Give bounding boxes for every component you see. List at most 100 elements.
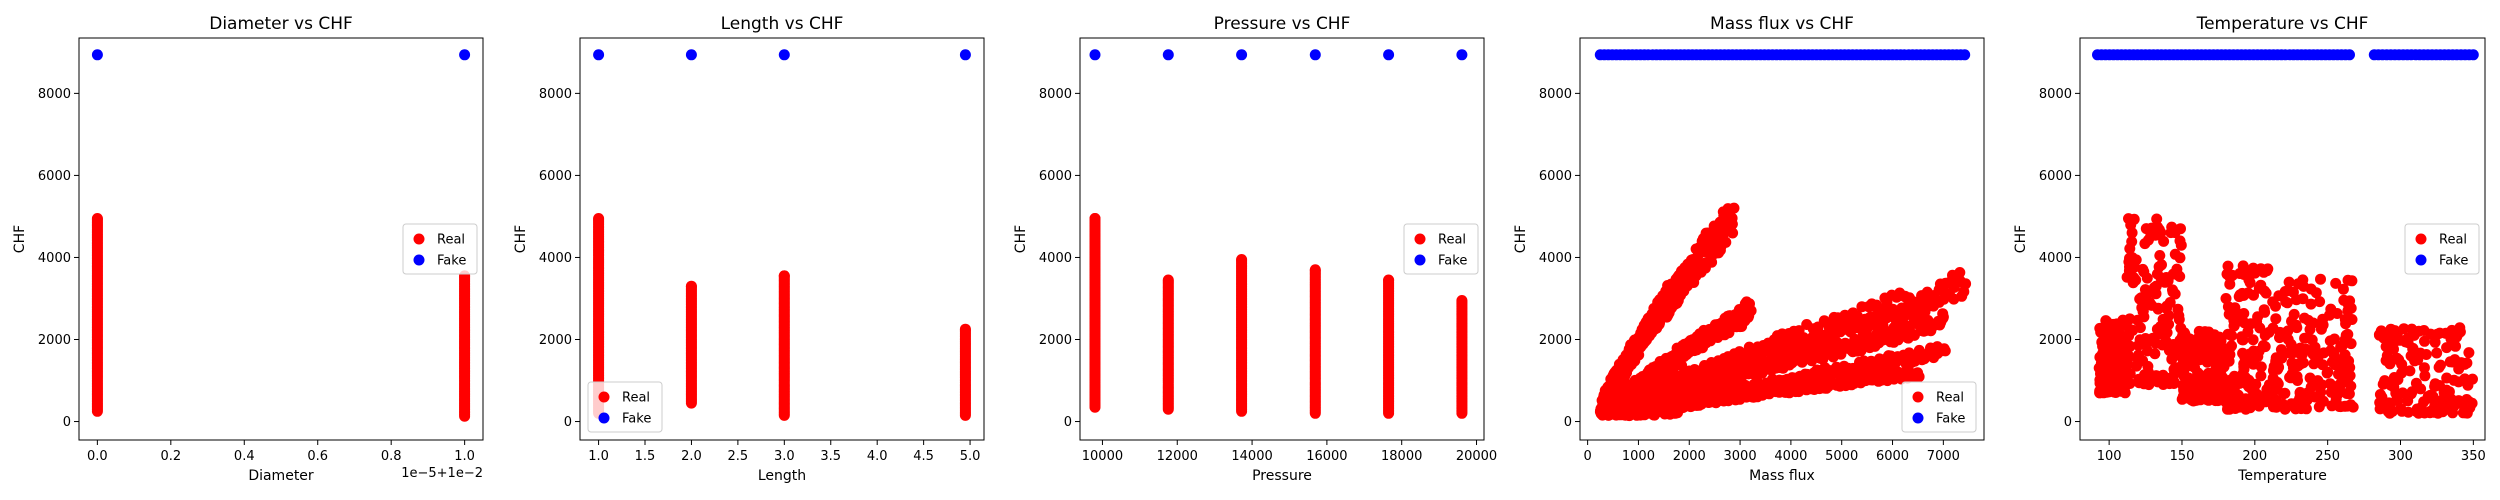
chart-title: Diameter vs CHF	[209, 14, 353, 34]
real-point	[2288, 308, 2300, 320]
real-point	[2272, 378, 2284, 390]
fake-point	[1309, 49, 1321, 61]
real-point	[2142, 345, 2153, 357]
real-point	[2450, 340, 2461, 352]
x-axis-label: Length	[758, 468, 806, 484]
real-point	[2124, 340, 2136, 352]
real-point	[2424, 405, 2436, 417]
x-axis-label: Pressure	[1252, 468, 1312, 484]
real-point	[1649, 409, 1660, 421]
plot-area	[78, 37, 484, 441]
legend-label: Fake	[622, 412, 651, 427]
real-point	[1236, 254, 1248, 265]
legend-marker	[598, 412, 610, 424]
real-point	[1960, 278, 1972, 290]
real-point	[2434, 327, 2446, 339]
real-point	[2378, 332, 2390, 344]
real-point	[2402, 406, 2414, 418]
real-point	[2377, 378, 2389, 390]
legend-marker	[1414, 233, 1426, 245]
y-tick-label: 0	[1564, 415, 1572, 430]
legend-marker	[598, 391, 610, 403]
real-point	[2466, 397, 2478, 409]
real-point	[2435, 359, 2446, 371]
real-point	[2124, 261, 2135, 273]
x-tick-label: 6000	[1876, 449, 1909, 464]
real-point	[2299, 312, 2310, 324]
real-point	[2261, 383, 2273, 395]
real-point	[2201, 356, 2213, 368]
real-point	[1681, 262, 1693, 274]
real-point	[2139, 238, 2151, 250]
real-point	[1456, 295, 1468, 306]
real-point	[2330, 277, 2342, 289]
real-point	[2124, 378, 2136, 389]
fake-point	[685, 49, 697, 61]
real-point	[2283, 276, 2295, 288]
real-point	[1665, 404, 1677, 416]
legend-label: Fake	[2439, 254, 2468, 269]
y-axis-label: CHF	[2013, 225, 2029, 253]
real-point	[2447, 356, 2459, 368]
real-point	[2322, 366, 2334, 378]
legend-label: Real	[622, 391, 650, 406]
data-points	[1089, 49, 1468, 419]
real-point	[2094, 374, 2106, 386]
real-point	[2276, 352, 2288, 364]
real-point	[2131, 360, 2142, 372]
real-point	[2253, 400, 2265, 412]
real-point	[2242, 326, 2254, 338]
real-point	[2175, 239, 2187, 251]
real-point	[2152, 302, 2164, 314]
real-point	[2404, 365, 2416, 377]
real-point	[2255, 370, 2267, 382]
x-tick-label: 12000	[1157, 449, 1198, 464]
real-point	[2316, 379, 2328, 391]
real-point	[2150, 280, 2162, 292]
x-axis-label: Diameter	[248, 468, 314, 484]
x-tick-label: 2000	[1673, 449, 1706, 464]
x-tick-label: 1.5	[635, 449, 656, 464]
real-point	[1939, 345, 1951, 357]
data-points	[91, 49, 471, 422]
real-point	[2307, 317, 2319, 329]
real-point	[2248, 384, 2260, 395]
real-point	[2274, 332, 2285, 344]
real-point	[2443, 386, 2455, 398]
real-point	[2342, 328, 2354, 340]
real-point	[1675, 382, 1687, 394]
real-point	[2345, 338, 2357, 350]
x-tick-label: 4.5	[913, 449, 934, 464]
x-tick-label: 100	[2097, 449, 2122, 464]
fake-point	[1383, 49, 1395, 61]
real-point	[2423, 392, 2434, 404]
real-point	[1720, 236, 1732, 248]
y-axis-label: CHF	[1513, 225, 1529, 253]
real-point	[2174, 252, 2186, 264]
x-tick-label: 0.8	[381, 449, 402, 464]
chart-panel-4: 0 1000 2000 3000 4000 5000 6000 700002000400060…	[1513, 14, 1985, 484]
legend-marker	[2415, 233, 2427, 245]
x-tick-label: 4.0	[867, 449, 888, 464]
real-point	[959, 323, 971, 335]
real-point	[2174, 271, 2186, 282]
real-point	[2315, 273, 2326, 285]
real-point	[2313, 401, 2325, 413]
real-point	[2314, 296, 2326, 308]
real-point	[2258, 304, 2270, 316]
real-point	[2136, 302, 2148, 314]
real-point	[2133, 377, 2145, 389]
plot-area	[1579, 37, 1985, 441]
real-point	[2334, 360, 2346, 372]
real-point	[2282, 333, 2294, 345]
real-point	[2244, 402, 2256, 414]
real-point	[2431, 347, 2443, 359]
legend-label: Fake	[1936, 412, 1965, 427]
real-point	[2190, 393, 2202, 405]
y-tick-label: 6000	[1539, 169, 1572, 184]
real-point	[1656, 399, 1668, 411]
real-point	[2100, 340, 2112, 351]
real-point	[1654, 387, 1666, 399]
